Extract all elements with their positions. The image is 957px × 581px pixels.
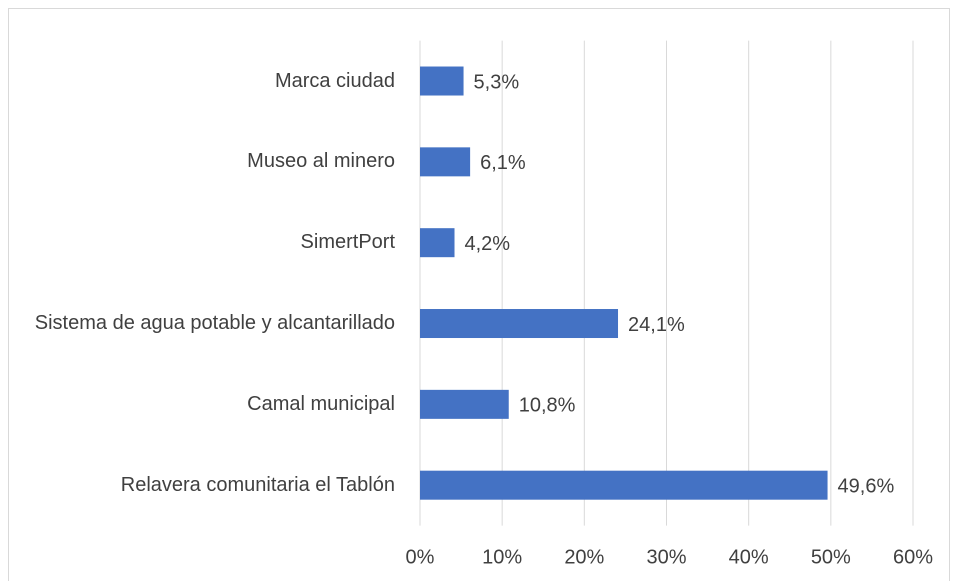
y-tick-label: Marca ciudad [274, 69, 395, 92]
value-label: 5,3% [474, 71, 520, 93]
bar [420, 66, 464, 96]
bar [420, 389, 509, 419]
y-tick-label: Museo al minero [247, 150, 395, 173]
category-label-box: Relavera comunitaria el Tablón [120, 473, 395, 496]
category-label-box: Camal municipal [247, 392, 395, 415]
x-tick-label: 50% [811, 546, 851, 568]
value-label: 24,1% [628, 314, 685, 336]
y-tick-label: SimertPort [300, 231, 395, 254]
x-tick-label: 30% [646, 546, 686, 568]
x-tick-label: 10% [482, 546, 522, 568]
x-tick-label: 0% [406, 546, 435, 568]
y-tick-label: Sistema de agua potable y alcantarillado [34, 312, 395, 334]
bar [420, 470, 828, 500]
y-tick-label: Relavera comunitaria el Tablón [120, 473, 395, 496]
value-label: 6,1% [480, 152, 526, 174]
value-label: 4,2% [465, 233, 511, 255]
x-tick-label: 60% [893, 546, 933, 568]
bar [420, 228, 455, 258]
category-label-box: Sistema de agua potable y alcantarillado [34, 312, 395, 334]
value-label: 10,8% [519, 395, 576, 417]
x-tick-label: 20% [564, 546, 604, 568]
bar [420, 147, 471, 177]
category-label-box: Marca ciudad [274, 69, 395, 92]
x-tick-label: 40% [729, 546, 769, 568]
bar [420, 309, 619, 339]
y-tick-label: Camal municipal [247, 392, 395, 415]
category-label-box: Museo al minero [247, 150, 395, 173]
value-label: 49,6% [838, 475, 895, 497]
category-label-box: SimertPort [300, 231, 395, 254]
